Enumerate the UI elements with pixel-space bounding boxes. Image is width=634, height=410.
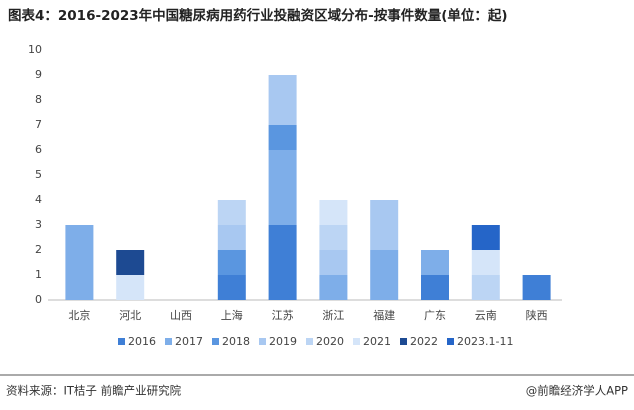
bar-segment: [217, 250, 246, 275]
bar-segment: [217, 225, 246, 250]
y-tick-label: 3: [35, 218, 42, 231]
y-tick-label: 1: [35, 268, 42, 281]
bar-segment: [116, 250, 145, 275]
bar-segment: [116, 275, 145, 300]
bar-segment: [268, 225, 297, 300]
legend-swatch: [353, 338, 360, 345]
legend-swatch: [165, 338, 172, 345]
x-tick-label: 江苏: [272, 309, 294, 322]
source: 资料来源：IT桔子 前瞻产业研究院: [6, 384, 182, 398]
legend-swatch: [447, 338, 454, 345]
bar-segment: [319, 275, 348, 300]
y-tick-label: 10: [28, 43, 42, 56]
bar-segment: [471, 225, 500, 250]
bar-segment: [319, 250, 348, 275]
y-tick-label: 6: [35, 143, 42, 156]
y-tick-label: 2: [35, 243, 42, 256]
y-tick-label: 9: [35, 68, 42, 81]
bar-segment: [370, 200, 399, 250]
x-tick-label: 上海: [221, 308, 243, 322]
bar-segment: [421, 250, 449, 275]
x-tick-label: 福建: [373, 308, 395, 322]
bar-segment: [370, 250, 399, 300]
bar-segment: [217, 200, 246, 225]
bar-segment: [421, 275, 449, 300]
legend-swatch: [212, 338, 219, 345]
x-tick-label: 云南: [475, 309, 497, 322]
y-tick-label: 4: [35, 193, 42, 206]
bar-segment: [268, 75, 297, 125]
bar-segment: [471, 250, 500, 275]
y-tick-label: 0: [35, 293, 42, 306]
legend-label: 2022: [410, 335, 438, 348]
x-tick-label: 广东: [424, 309, 446, 322]
legend-label: 2018: [222, 335, 250, 348]
legend-swatch: [118, 338, 125, 345]
x-tick-label: 河北: [119, 309, 141, 322]
bar-segment: [319, 225, 348, 250]
bar-segment: [65, 225, 94, 300]
y-tick-label: 7: [35, 118, 42, 131]
legend-label: 2020: [316, 335, 344, 348]
legend-label: 2019: [269, 335, 297, 348]
bar-segment: [268, 125, 297, 150]
x-tick-label: 北京: [68, 308, 90, 322]
bar-segment: [522, 275, 551, 300]
legend-label: 2023.1-11: [457, 335, 513, 348]
x-tick-label: 山西: [170, 309, 192, 322]
bar-segment: [268, 150, 297, 225]
legend-label: 2017: [175, 335, 203, 348]
x-tick-label: 陕西: [526, 308, 548, 322]
y-tick-label: 5: [35, 168, 42, 181]
credit: @前瞻经济学人APP: [526, 384, 628, 398]
legend-label: 2021: [363, 335, 391, 348]
legend-swatch: [259, 338, 266, 345]
legend-label: 2016: [128, 335, 156, 348]
bar-segment: [319, 200, 348, 225]
legend-swatch: [400, 338, 407, 345]
x-tick-label: 浙江: [322, 309, 344, 322]
bar-segment: [471, 275, 500, 300]
chart-title: 图表4：2016-2023年中国糖尿病用药行业投融资区域分布-按事件数量(单位：…: [8, 7, 508, 24]
bar-segment: [217, 275, 246, 300]
y-tick-label: 8: [35, 93, 42, 106]
legend-swatch: [306, 338, 313, 345]
